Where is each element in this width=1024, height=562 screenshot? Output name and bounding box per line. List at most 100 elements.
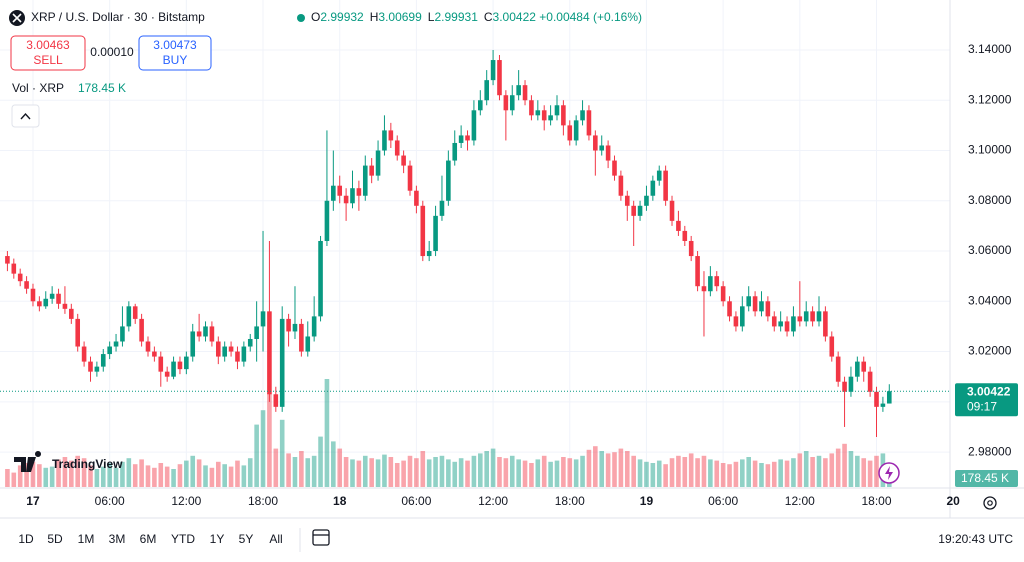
volume-bar xyxy=(612,452,617,487)
x-tick-label: 18:00 xyxy=(861,494,891,508)
volume-bar xyxy=(452,461,458,487)
volume-title: Vol · XRP xyxy=(12,81,64,95)
y-tick-label: 3.02000 xyxy=(968,344,1012,358)
candle-body xyxy=(49,293,55,299)
y-tick-label: 3.04000 xyxy=(968,293,1012,307)
range-button[interactable]: 3M xyxy=(109,532,126,546)
candle-body xyxy=(75,318,81,347)
candle-body xyxy=(152,351,157,357)
buy-price: 3.00473 xyxy=(153,38,197,52)
x-tick-label: 12:00 xyxy=(171,494,201,508)
volume-bar xyxy=(350,459,355,487)
candle-body xyxy=(867,371,873,392)
volume-bar xyxy=(247,458,253,487)
candle-body xyxy=(561,105,566,126)
range-button[interactable]: 1M xyxy=(78,532,95,546)
legend-key: L xyxy=(428,10,435,24)
legend-value: 2.99932 xyxy=(320,10,364,24)
volume-bar xyxy=(407,455,413,487)
candle-body xyxy=(126,306,132,327)
range-button[interactable]: 5Y xyxy=(239,532,254,546)
candle-body xyxy=(292,323,298,332)
candle-body xyxy=(835,356,841,382)
brand-logo xyxy=(14,451,42,472)
candle-body xyxy=(567,125,573,141)
volume-bar xyxy=(88,465,93,487)
volume-bar xyxy=(11,472,17,487)
volume-bar xyxy=(676,455,681,487)
volume-bar xyxy=(593,446,598,487)
volume-bar xyxy=(605,453,611,487)
candle-body xyxy=(529,100,534,116)
candle-body xyxy=(855,361,860,377)
candle-body xyxy=(132,306,138,319)
volume-bar xyxy=(631,455,636,487)
volume-bar xyxy=(107,463,112,487)
candle-body xyxy=(279,318,285,407)
candle-body xyxy=(586,110,592,136)
range-button[interactable]: 6M xyxy=(140,532,157,546)
candle-body xyxy=(548,115,553,121)
volume-bar xyxy=(746,457,752,487)
collapse-button[interactable] xyxy=(11,104,40,128)
volume-bar xyxy=(509,455,515,487)
candle-body xyxy=(184,356,189,370)
candle-body xyxy=(414,190,419,206)
candle-body xyxy=(541,110,547,121)
x-tick-label: 18:00 xyxy=(248,494,278,508)
candle-body xyxy=(612,160,617,176)
settings-icon[interactable] xyxy=(983,496,997,510)
volume-bar xyxy=(791,458,796,487)
range-button[interactable]: YTD xyxy=(171,532,195,546)
volume-bar xyxy=(401,460,406,487)
volume-bar xyxy=(299,451,304,487)
range-button[interactable]: 1Y xyxy=(210,532,225,546)
buy-button[interactable] xyxy=(138,35,212,71)
volume-bar xyxy=(318,436,323,487)
volume-bar xyxy=(656,460,662,487)
volume-bar xyxy=(816,455,822,487)
volume-bar xyxy=(414,458,419,487)
volume-bar xyxy=(420,451,426,487)
volume-bar xyxy=(177,464,183,487)
candle-body xyxy=(343,195,349,204)
candle-body xyxy=(311,316,317,337)
candle-body xyxy=(484,80,489,101)
candle-body xyxy=(299,323,304,352)
candle-body xyxy=(30,288,36,302)
volume-bar xyxy=(516,459,521,487)
volume-bar xyxy=(152,467,157,487)
volume-bar xyxy=(829,453,835,487)
candle-layer xyxy=(5,49,892,437)
candle-body xyxy=(139,318,144,342)
volume-bar xyxy=(835,448,841,487)
volume-bar xyxy=(663,464,668,487)
volume-bar xyxy=(184,460,189,487)
volume-bar xyxy=(120,461,125,487)
candle-body xyxy=(682,230,688,241)
countdown: 09:17 xyxy=(967,399,997,413)
last-volume-badge xyxy=(955,470,1018,487)
spread: 0.00010 xyxy=(90,45,134,59)
candle-body xyxy=(196,331,202,337)
range-button[interactable]: 1D xyxy=(18,532,34,546)
y-tick-label: 3.10000 xyxy=(968,143,1012,157)
candle-body xyxy=(350,188,355,204)
range-button[interactable]: 5D xyxy=(47,532,63,546)
date-range-icon[interactable] xyxy=(312,529,330,546)
volume-bar xyxy=(855,455,860,487)
volume-bar xyxy=(874,455,879,487)
candle-body xyxy=(810,311,815,322)
buy-label: BUY xyxy=(163,53,188,67)
candle-body xyxy=(100,354,106,367)
candle-body xyxy=(433,215,438,252)
range-button[interactable]: All xyxy=(269,532,282,546)
volume-bar xyxy=(810,457,815,487)
volume-bar xyxy=(497,457,502,487)
sell-button[interactable] xyxy=(10,35,86,71)
chevron-icon xyxy=(20,112,31,120)
volume-bar xyxy=(164,466,170,487)
volume-bar xyxy=(260,410,266,487)
candle-body xyxy=(24,281,29,289)
